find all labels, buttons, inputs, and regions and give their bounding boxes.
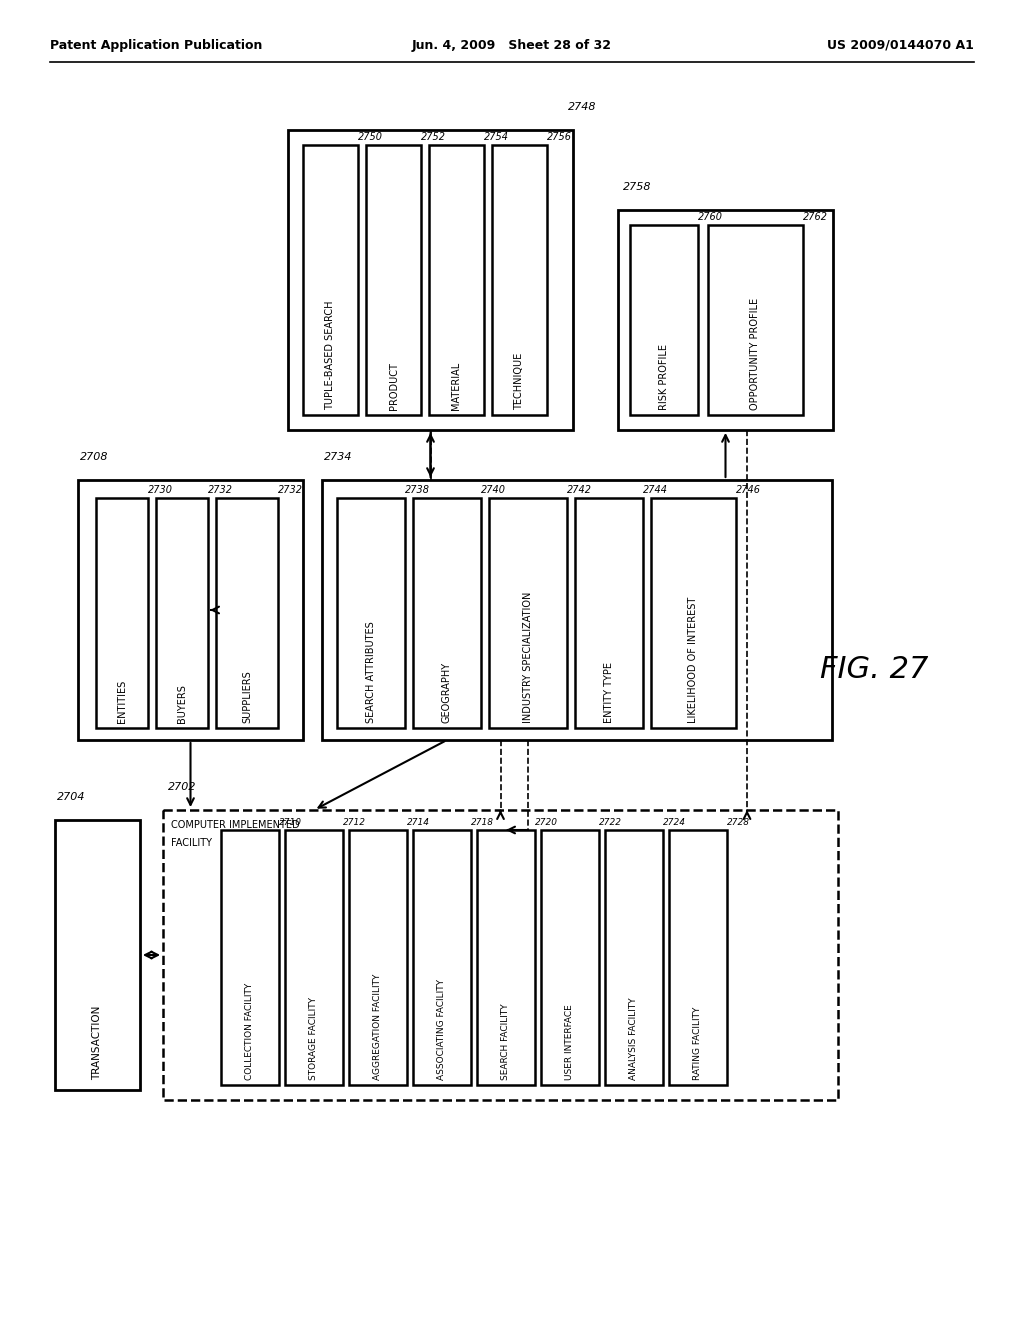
Text: ASSOCIATING FACILITY: ASSOCIATING FACILITY <box>437 979 446 1080</box>
Text: 2740: 2740 <box>481 484 506 495</box>
Text: FIG. 27: FIG. 27 <box>820 656 929 685</box>
Bar <box>285 830 343 1085</box>
Text: 2754: 2754 <box>484 132 509 143</box>
Text: TECHNIQUE: TECHNIQUE <box>514 352 524 411</box>
Text: FACILITY: FACILITY <box>171 838 212 847</box>
Bar <box>630 224 698 414</box>
Text: LIKELIHOOD OF INTEREST: LIKELIHOOD OF INTEREST <box>688 597 698 723</box>
Text: 2742: 2742 <box>567 484 592 495</box>
Text: 2738: 2738 <box>406 484 430 495</box>
Bar <box>477 830 535 1085</box>
Text: OPPORTUNITY PROFILE: OPPORTUNITY PROFILE <box>751 298 761 411</box>
Bar <box>349 830 407 1085</box>
Bar <box>618 210 833 430</box>
Text: 2714: 2714 <box>407 818 430 828</box>
Bar <box>669 830 727 1085</box>
Text: US 2009/0144070 A1: US 2009/0144070 A1 <box>827 38 974 51</box>
Text: 2722: 2722 <box>599 818 622 828</box>
Bar <box>413 830 471 1085</box>
Text: SEARCH FACILITY: SEARCH FACILITY <box>502 1003 511 1080</box>
Text: 2730: 2730 <box>148 484 173 495</box>
Text: USER INTERFACE: USER INTERFACE <box>565 1005 574 1080</box>
Text: COLLECTION FACILITY: COLLECTION FACILITY <box>246 983 255 1080</box>
Text: 2710: 2710 <box>279 818 302 828</box>
Bar <box>216 498 278 729</box>
Bar <box>221 830 279 1085</box>
Text: 2704: 2704 <box>57 792 85 803</box>
Text: 2718: 2718 <box>471 818 494 828</box>
Text: 2748: 2748 <box>568 102 597 112</box>
Text: 2734: 2734 <box>324 451 352 462</box>
Text: Jun. 4, 2009   Sheet 28 of 32: Jun. 4, 2009 Sheet 28 of 32 <box>412 38 612 51</box>
Text: 2708: 2708 <box>80 451 109 462</box>
Text: 2760: 2760 <box>698 213 723 222</box>
Bar <box>55 820 140 1090</box>
Text: 2758: 2758 <box>623 182 651 191</box>
Text: 2752: 2752 <box>421 132 446 143</box>
Bar <box>492 145 547 414</box>
Bar <box>322 480 831 741</box>
Bar <box>337 498 406 729</box>
Text: ANALYSIS FACILITY: ANALYSIS FACILITY <box>630 998 639 1080</box>
Text: 2744: 2744 <box>643 484 668 495</box>
Bar <box>605 830 663 1085</box>
Bar <box>366 145 421 414</box>
Bar <box>541 830 599 1085</box>
Bar <box>303 145 358 414</box>
Bar <box>156 498 208 729</box>
Text: SEARCH ATTRIBUTES: SEARCH ATTRIBUTES <box>366 622 376 723</box>
Bar <box>489 498 567 729</box>
Text: COMPUTER IMPLEMENTED: COMPUTER IMPLEMENTED <box>171 820 300 830</box>
Text: ENTITIES: ENTITIES <box>117 680 127 723</box>
Bar <box>575 498 643 729</box>
Text: 2746: 2746 <box>736 484 761 495</box>
Text: SUPPLIERS: SUPPLIERS <box>242 671 252 723</box>
Text: AGGREGATION FACILITY: AGGREGATION FACILITY <box>374 974 383 1080</box>
Text: 2732: 2732 <box>208 484 233 495</box>
Bar <box>288 129 573 430</box>
Text: 2756: 2756 <box>547 132 572 143</box>
Bar <box>413 498 481 729</box>
Text: RATING FACILITY: RATING FACILITY <box>693 1007 702 1080</box>
Text: 2732: 2732 <box>278 484 303 495</box>
Text: 2762: 2762 <box>803 213 828 222</box>
Text: 2712: 2712 <box>343 818 366 828</box>
Text: BUYERS: BUYERS <box>177 684 187 723</box>
Text: RISK PROFILE: RISK PROFILE <box>659 345 669 411</box>
Bar <box>708 224 803 414</box>
Text: 2720: 2720 <box>535 818 558 828</box>
Text: GEOGRAPHY: GEOGRAPHY <box>442 661 452 723</box>
Text: PRODUCT: PRODUCT <box>388 362 398 411</box>
Bar <box>651 498 736 729</box>
Text: 2750: 2750 <box>358 132 383 143</box>
Bar <box>78 480 303 741</box>
Text: TRANSACTION: TRANSACTION <box>92 1006 102 1080</box>
Text: ENTITY TYPE: ENTITY TYPE <box>604 663 614 723</box>
Text: 2728: 2728 <box>727 818 750 828</box>
Bar <box>96 498 148 729</box>
Text: 2702: 2702 <box>168 781 197 792</box>
Bar <box>429 145 484 414</box>
Text: 2724: 2724 <box>663 818 686 828</box>
Text: INDUSTRY SPECIALIZATION: INDUSTRY SPECIALIZATION <box>523 591 534 723</box>
Text: MATERIAL: MATERIAL <box>452 362 462 411</box>
Bar <box>163 810 838 1100</box>
Text: Patent Application Publication: Patent Application Publication <box>50 38 262 51</box>
Text: TUPLE-BASED SEARCH: TUPLE-BASED SEARCH <box>326 301 336 411</box>
Text: STORAGE FACILITY: STORAGE FACILITY <box>309 997 318 1080</box>
